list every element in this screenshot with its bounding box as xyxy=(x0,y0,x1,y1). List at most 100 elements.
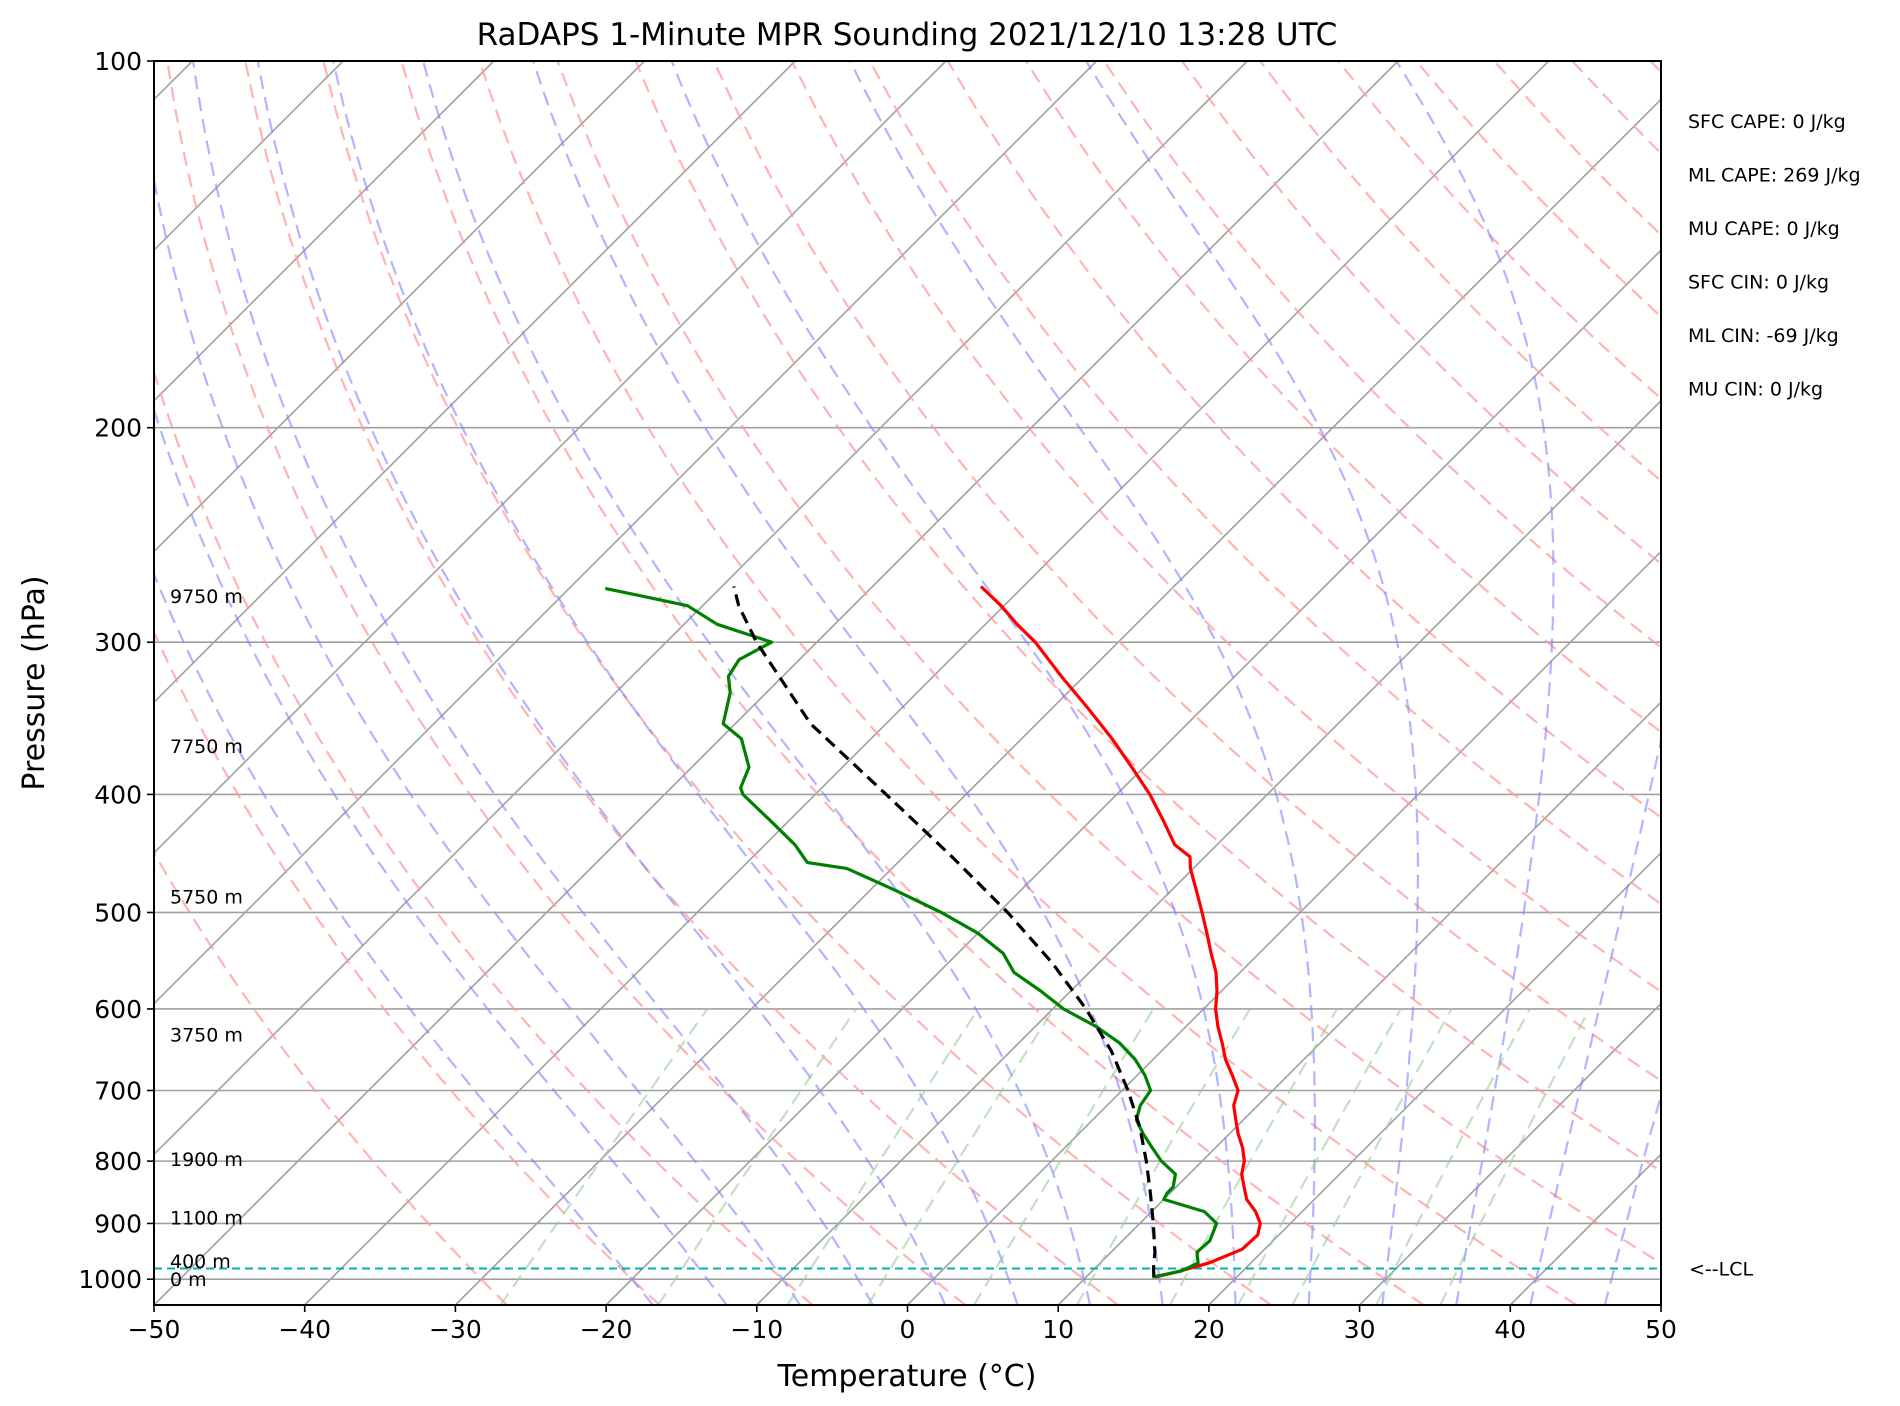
isotherm xyxy=(154,61,947,855)
y-tick-label: 600 xyxy=(94,995,142,1024)
mixing-ratio-line xyxy=(786,1008,980,1305)
y-tick-label: 1000 xyxy=(78,1265,142,1294)
dry-adiabat xyxy=(154,368,814,1305)
x-tick-label: 20 xyxy=(1193,1315,1225,1344)
parameter-annotation: SFC CAPE: 0 J/kg xyxy=(1688,111,1846,133)
moist-adiabat xyxy=(332,61,1019,1305)
dry-adiabat xyxy=(1181,61,1661,566)
parameter-annotation: ML CAPE: 269 J/kg xyxy=(1688,165,1861,187)
parameter-annotation: ML CIN: -69 J/kg xyxy=(1688,325,1839,347)
y-tick-label: 400 xyxy=(94,780,142,809)
dry-adiabat xyxy=(556,61,1661,1265)
x-tick-label: 40 xyxy=(1494,1315,1526,1344)
y-axis-label: Pressure (hPa) xyxy=(17,575,52,790)
isotherm xyxy=(1509,1153,1661,1305)
y-tick-label: 900 xyxy=(94,1209,142,1238)
x-tick-label: 50 xyxy=(1645,1315,1677,1344)
mixing-ratio-line xyxy=(1076,1008,1251,1305)
dry-adiabat xyxy=(712,61,1661,1082)
reference-lines xyxy=(154,61,1900,1305)
parameter-annotation: MU CIN: 0 J/kg xyxy=(1688,379,1823,401)
x-tick-label: 0 xyxy=(900,1315,916,1344)
x-tick-label: 30 xyxy=(1344,1315,1376,1344)
parcel-line xyxy=(732,586,1157,1278)
dry-adiabat xyxy=(868,61,1661,906)
x-axis-label: Temperature (°C) xyxy=(777,1359,1037,1394)
dry-adiabat xyxy=(478,61,1578,1305)
isotherm xyxy=(756,399,1661,1305)
parameter-annotations: SFC CAPE: 0 J/kg ML CAPE: 269 J/kg MU CAPE… xyxy=(1688,111,1861,401)
height-label: 7750 m xyxy=(170,736,243,758)
dry-adiabat xyxy=(946,61,1661,819)
y-tick-label: 700 xyxy=(94,1076,142,1105)
height-label: 1900 m xyxy=(170,1149,243,1171)
mixing-ratio-line xyxy=(1375,1008,1531,1305)
x-tick-label: −50 xyxy=(128,1315,181,1344)
dry-adiabat xyxy=(400,61,1425,1305)
mixing-ratio-line xyxy=(1237,1008,1402,1305)
dry-adiabat xyxy=(1493,61,1661,237)
height-label: 3750 m xyxy=(170,1025,243,1047)
isotherm xyxy=(1208,851,1661,1305)
parameter-annotation: MU CAPE: 0 J/kg xyxy=(1688,218,1840,240)
moist-adiabat xyxy=(1529,735,1661,1305)
x-tick-label: −20 xyxy=(580,1315,633,1344)
dry-adiabat xyxy=(1649,61,1661,74)
lcl-label: <--LCL xyxy=(1689,1259,1753,1281)
height-label: 0 m xyxy=(170,1269,207,1291)
mixing-ratio-line xyxy=(973,1008,1155,1305)
dry-adiabat xyxy=(1571,61,1661,156)
height-label: 400 m xyxy=(170,1251,231,1273)
mixing-ratio-line xyxy=(1291,1008,1453,1305)
mixing-ratio-line xyxy=(1439,1008,1591,1305)
isotherm xyxy=(154,61,646,553)
y-tick-label: 500 xyxy=(94,898,142,927)
dry-adiabat xyxy=(244,61,1119,1305)
moist-adiabat xyxy=(256,61,947,1305)
isotherm xyxy=(154,61,1098,1005)
y-tick-label: 800 xyxy=(94,1147,142,1176)
dry-adiabat xyxy=(1337,61,1661,401)
moist-adiabat xyxy=(1603,1091,1661,1305)
x-tick-label: 10 xyxy=(1042,1315,1074,1344)
moist-adiabat xyxy=(1085,61,1419,1305)
chart-title: RaDAPS 1-Minute MPR Sounding 2021/12/10 … xyxy=(477,17,1338,53)
isotherm xyxy=(154,61,796,704)
mixing-ratio-line xyxy=(499,1008,709,1305)
y-tick-label: 300 xyxy=(94,628,142,657)
dewpoint-line xyxy=(604,586,1219,1279)
mixing-ratio-line xyxy=(657,1008,858,1305)
isotherm xyxy=(454,98,1661,1305)
isotherm xyxy=(154,61,1399,1305)
height-label: 9750 m xyxy=(170,586,243,608)
isotherm xyxy=(304,61,1550,1305)
axes: −50 −40 −30 −20 −10 0 10 20 30 40 50 100 200 300 400 50… xyxy=(78,47,1677,1344)
y-tick-label: 200 xyxy=(94,414,142,443)
isotherm xyxy=(605,248,1661,1305)
moist-adiabat xyxy=(154,406,728,1305)
moist-adiabat xyxy=(670,61,1237,1305)
y-tick-label: 100 xyxy=(94,47,142,76)
moist-adiabat xyxy=(154,174,801,1305)
isotherm xyxy=(154,61,495,402)
isotherm xyxy=(1660,1303,1661,1305)
height-label: 5750 m xyxy=(170,886,243,908)
moist-adiabat xyxy=(532,61,1164,1305)
isotherm xyxy=(906,550,1661,1305)
x-tick-label: −10 xyxy=(730,1315,783,1344)
isotherm xyxy=(1057,701,1661,1305)
height-label: 1100 m xyxy=(170,1208,243,1230)
dry-adiabat xyxy=(1728,61,1900,1305)
isotherm xyxy=(1359,1002,1661,1305)
dry-adiabat xyxy=(1024,61,1661,734)
x-tick-label: −30 xyxy=(429,1315,482,1344)
parameter-annotation: SFC CIN: 0 J/kg xyxy=(1688,272,1829,294)
moist-adiabat xyxy=(192,61,874,1305)
dry-adiabat xyxy=(154,629,661,1305)
moist-adiabat xyxy=(849,61,1316,1305)
dry-adiabat xyxy=(166,61,966,1305)
x-tick-label: −40 xyxy=(278,1315,331,1344)
sounding-series xyxy=(604,585,1262,1279)
mixing-ratio-line xyxy=(866,1008,1055,1305)
